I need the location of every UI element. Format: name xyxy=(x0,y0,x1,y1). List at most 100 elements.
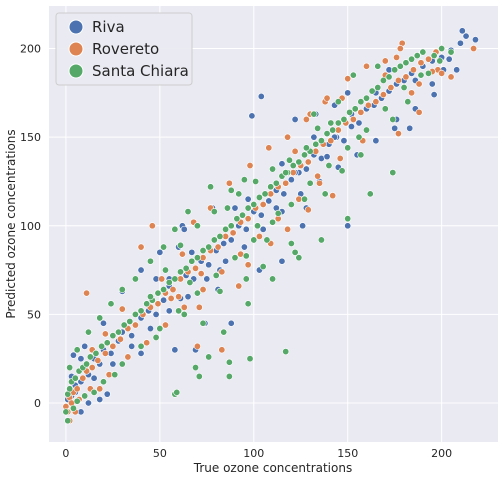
data-point xyxy=(175,307,183,315)
data-point xyxy=(161,321,169,329)
data-point xyxy=(263,236,271,244)
y-tick-label: 50 xyxy=(27,308,41,321)
data-point xyxy=(225,358,233,366)
data-point xyxy=(193,254,201,262)
data-point xyxy=(272,179,280,187)
data-point xyxy=(396,62,404,70)
data-point xyxy=(158,275,166,283)
data-point xyxy=(210,208,218,216)
data-point xyxy=(242,275,250,283)
data-point xyxy=(394,76,402,84)
data-point xyxy=(413,52,421,60)
data-point xyxy=(282,348,290,356)
data-point xyxy=(438,45,446,53)
data-point xyxy=(409,66,417,74)
data-point xyxy=(436,57,444,65)
data-point xyxy=(267,183,275,191)
data-point xyxy=(225,179,233,187)
data-point xyxy=(81,342,89,350)
data-point xyxy=(346,108,354,116)
data-point xyxy=(417,59,425,67)
data-point xyxy=(148,222,156,230)
data-point xyxy=(265,144,273,152)
data-point xyxy=(278,257,286,265)
data-point xyxy=(124,353,132,361)
data-point xyxy=(462,32,470,40)
data-point xyxy=(182,264,190,272)
data-point xyxy=(357,108,365,116)
data-point xyxy=(154,300,162,308)
data-point xyxy=(210,236,218,244)
data-point xyxy=(323,130,331,138)
data-point xyxy=(362,62,370,70)
data-point xyxy=(214,243,222,251)
data-point xyxy=(177,268,185,276)
data-point xyxy=(64,417,72,425)
data-point xyxy=(156,248,164,256)
data-point xyxy=(118,286,126,294)
data-point xyxy=(96,314,104,322)
data-point xyxy=(137,307,145,315)
data-point xyxy=(62,408,70,416)
data-point xyxy=(73,385,81,393)
y-tick-label: 0 xyxy=(34,397,41,410)
data-point xyxy=(396,45,404,53)
data-point xyxy=(415,108,423,116)
data-point xyxy=(291,248,299,256)
data-point xyxy=(73,346,81,354)
legend-box xyxy=(55,12,193,86)
data-point xyxy=(227,186,235,194)
data-point xyxy=(344,89,352,97)
data-point xyxy=(269,165,277,173)
data-point xyxy=(161,266,169,274)
data-point xyxy=(364,101,372,109)
data-point xyxy=(259,201,267,209)
data-point xyxy=(285,156,293,164)
data-point xyxy=(111,371,119,379)
data-point xyxy=(235,282,243,290)
data-point xyxy=(406,124,414,132)
data-point xyxy=(310,110,318,118)
data-point xyxy=(282,169,290,177)
data-point xyxy=(227,222,235,230)
data-point xyxy=(368,87,376,95)
data-point xyxy=(244,204,252,212)
data-point xyxy=(340,137,348,145)
data-point xyxy=(316,179,324,187)
data-point xyxy=(312,140,320,148)
data-point xyxy=(180,225,188,233)
y-tick-label: 200 xyxy=(20,43,41,56)
data-point xyxy=(180,310,188,318)
data-point xyxy=(259,225,267,233)
data-point xyxy=(252,177,260,185)
data-point xyxy=(242,225,250,233)
data-point xyxy=(137,243,145,251)
data-point xyxy=(171,225,179,233)
legend-marker xyxy=(68,63,84,79)
data-point xyxy=(250,201,258,209)
series-rovereto xyxy=(62,39,478,425)
data-point xyxy=(310,133,318,141)
data-point xyxy=(192,364,200,372)
data-point xyxy=(205,243,213,251)
data-point xyxy=(96,395,104,403)
data-point xyxy=(246,162,254,170)
data-point xyxy=(180,303,188,311)
data-point xyxy=(184,293,192,301)
data-point xyxy=(424,55,432,63)
data-point xyxy=(357,98,365,106)
data-point xyxy=(280,190,288,198)
grid-lines xyxy=(49,6,498,442)
data-point xyxy=(417,71,425,79)
data-point xyxy=(304,206,312,214)
data-point xyxy=(231,254,239,262)
data-point xyxy=(302,165,310,173)
data-point xyxy=(218,346,226,354)
data-point xyxy=(101,349,109,357)
data-point xyxy=(88,364,96,372)
data-point xyxy=(287,239,295,247)
data-point xyxy=(374,84,382,92)
data-point xyxy=(394,130,402,138)
data-point xyxy=(302,144,310,152)
data-point xyxy=(254,222,262,230)
